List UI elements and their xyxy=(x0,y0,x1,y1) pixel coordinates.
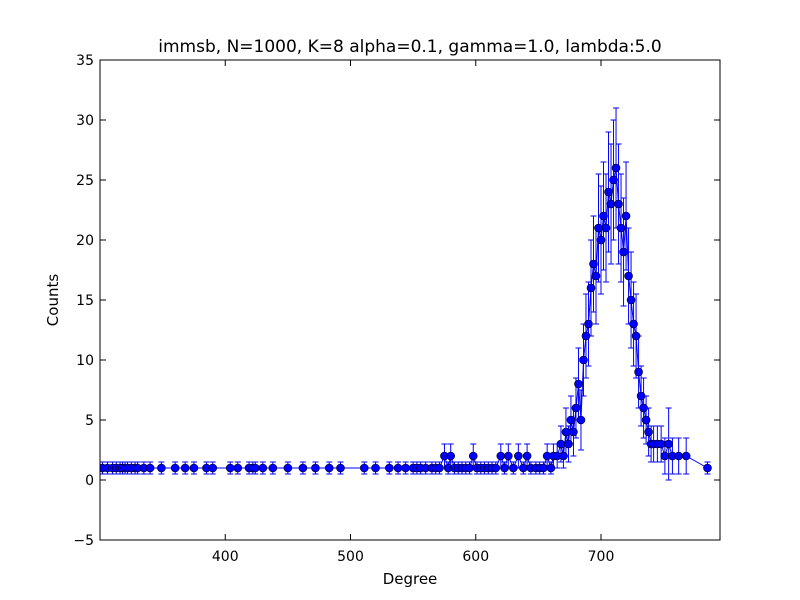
data-point xyxy=(626,295,636,305)
data-point xyxy=(311,463,320,473)
data-point xyxy=(504,451,513,461)
data-point xyxy=(576,415,586,425)
data-point xyxy=(539,463,548,473)
data-point xyxy=(586,283,596,293)
data-point xyxy=(157,463,166,473)
data-point xyxy=(283,463,293,473)
x-axis-label: Degree xyxy=(383,570,438,588)
data-point xyxy=(268,463,278,473)
data-point xyxy=(208,463,218,473)
data-point xyxy=(571,403,581,413)
data-point xyxy=(556,439,566,449)
data-point xyxy=(359,463,369,473)
data-point xyxy=(522,451,532,461)
x-tick-label: 400 xyxy=(212,549,239,565)
data-point xyxy=(589,259,598,269)
data-point xyxy=(324,463,334,473)
plot-area xyxy=(100,107,712,481)
y-axis-label: Counts xyxy=(44,274,62,327)
plot-frame xyxy=(99,59,721,541)
chart-title: immsb, N=1000, K=8 alpha=0.1, gamma=1.0,… xyxy=(158,37,661,57)
x-tick-label: 700 xyxy=(588,549,615,565)
data-point xyxy=(509,463,518,473)
y-tick-label: 35 xyxy=(76,53,94,69)
data-point xyxy=(401,463,410,473)
data-point xyxy=(336,463,345,473)
data-point xyxy=(594,223,603,233)
data-point xyxy=(145,463,155,473)
x-tick-label: 600 xyxy=(462,549,489,565)
data-point xyxy=(591,271,601,281)
data-point xyxy=(644,427,653,437)
data-point xyxy=(225,463,235,473)
data-point xyxy=(491,463,501,473)
data-point xyxy=(611,163,621,173)
data-point xyxy=(561,427,571,437)
data-point xyxy=(385,463,394,473)
y-tick-label: 15 xyxy=(76,293,94,309)
data-point xyxy=(621,211,631,221)
data-point xyxy=(634,367,643,377)
y-tick-label: 30 xyxy=(76,113,94,129)
data-point xyxy=(514,451,523,461)
data-point xyxy=(641,415,651,425)
y-tick-label: −5 xyxy=(73,533,94,549)
data-point xyxy=(599,211,608,221)
data-point xyxy=(601,223,611,233)
data-point xyxy=(371,463,380,473)
data-point xyxy=(619,247,628,257)
data-point xyxy=(465,463,474,473)
data-point xyxy=(569,427,578,437)
data-point xyxy=(629,319,638,329)
data-point xyxy=(584,319,593,329)
y-tick-label: 20 xyxy=(76,233,94,249)
y-tick-label: 10 xyxy=(76,353,94,369)
y-tick-label: 25 xyxy=(76,173,94,189)
x-tick-label: 500 xyxy=(337,549,364,565)
data-point xyxy=(660,451,670,461)
data-point xyxy=(546,463,556,473)
data-point xyxy=(170,463,180,473)
data-point xyxy=(180,463,190,473)
data-point xyxy=(233,463,243,473)
data-point xyxy=(251,463,260,473)
data-point xyxy=(703,463,712,473)
data-point xyxy=(656,439,666,449)
data-point xyxy=(258,463,268,473)
data-point xyxy=(189,463,199,473)
data-point xyxy=(393,463,403,473)
data-point xyxy=(636,391,646,401)
data-point xyxy=(496,451,506,461)
data-point xyxy=(564,439,573,449)
data-point xyxy=(674,451,683,461)
data-point xyxy=(435,463,444,473)
data-point xyxy=(624,271,633,281)
data-point xyxy=(639,403,648,413)
data-point xyxy=(298,463,308,473)
data-point xyxy=(606,199,616,209)
data-point xyxy=(614,199,623,209)
data-point xyxy=(574,379,583,389)
axes: 400 500 600 700 −5 0 5 10 15 20 25 30 35 xyxy=(73,53,720,565)
data-point xyxy=(468,451,478,461)
data-point xyxy=(631,331,641,341)
data-point xyxy=(664,439,673,449)
y-tick-label: 0 xyxy=(85,473,94,489)
data-point xyxy=(616,223,626,233)
data-point xyxy=(581,331,591,341)
data-point xyxy=(579,355,588,365)
data-point xyxy=(559,451,568,461)
data-point xyxy=(519,463,528,473)
data-point xyxy=(609,175,618,185)
data-point xyxy=(681,451,691,461)
data-point xyxy=(446,451,456,461)
data-point xyxy=(596,235,606,245)
data-point xyxy=(500,463,509,473)
data-point xyxy=(604,187,613,197)
y-tick-label: 5 xyxy=(85,413,94,429)
data-point xyxy=(566,415,576,425)
